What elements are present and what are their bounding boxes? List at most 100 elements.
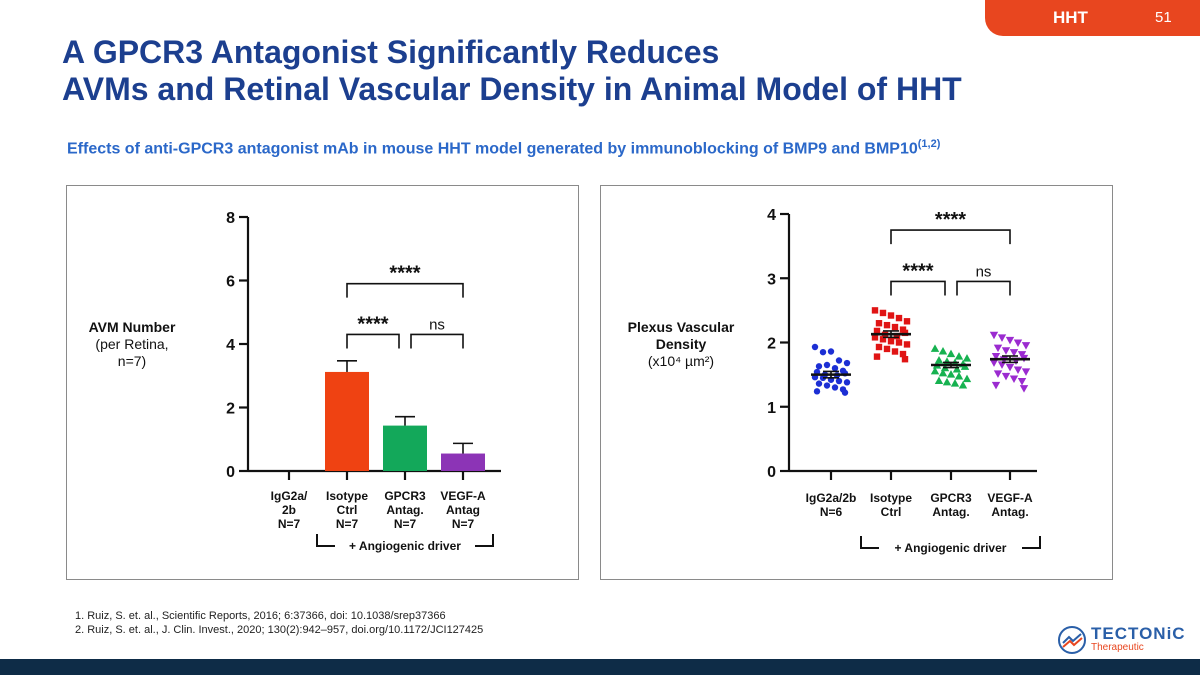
- y-axis-label: Density: [656, 336, 707, 352]
- x-tick-label: Isotype: [870, 491, 912, 505]
- data-point: [952, 364, 962, 373]
- data-point: [997, 361, 1007, 369]
- data-point: [899, 326, 907, 333]
- data-point: [815, 380, 823, 387]
- group-label: + Angiogenic driver: [895, 541, 1007, 555]
- significance-label: ****: [935, 209, 966, 231]
- data-point: [811, 343, 819, 351]
- data-point: [843, 379, 851, 386]
- data-point: [1021, 368, 1031, 376]
- y-tick-label: 4: [226, 337, 235, 354]
- data-point: [903, 318, 911, 325]
- data-point: [883, 345, 891, 353]
- data-point: [991, 352, 1001, 361]
- data-point: [835, 357, 843, 364]
- bar: [441, 453, 485, 471]
- subtitle-citation: (1,2): [917, 138, 941, 150]
- y-axis-label: Plexus Vascular: [628, 319, 735, 335]
- data-point: [875, 343, 883, 351]
- data-point: [954, 352, 964, 360]
- data-point: [1017, 351, 1027, 359]
- significance-bracket: [410, 333, 464, 349]
- data-point: [1013, 339, 1023, 347]
- data-point: [1009, 375, 1019, 383]
- page-title: A GPCR3 Antagonist Significantly Reduces…: [62, 34, 962, 108]
- data-point: [946, 370, 956, 378]
- y-tick-label: 2: [226, 401, 235, 418]
- group-label: + Angiogenic driver: [349, 539, 461, 553]
- significance-label: ****: [357, 313, 388, 335]
- data-point: [993, 344, 1003, 353]
- x-tick-label: Ctrl: [337, 503, 358, 517]
- bar: [383, 425, 427, 471]
- x-tick-label: Antag.: [386, 503, 423, 517]
- data-point: [938, 368, 948, 377]
- data-point: [823, 361, 831, 369]
- y-tick-label: 8: [226, 210, 235, 227]
- x-tick-label: IgG2a/: [271, 489, 308, 503]
- data-point: [934, 376, 944, 385]
- data-point: [938, 346, 948, 355]
- y-axis-label: n=7): [118, 353, 146, 369]
- avm-bar-chart-panel: 0 2 4 6 8 AVM Number (per Retina, n=7) IgG2a/2b N…: [66, 185, 579, 580]
- y-tick-label: 1: [767, 400, 776, 417]
- footer-bar: [0, 659, 1200, 675]
- data-point: [1017, 378, 1027, 386]
- data-point: [991, 381, 1001, 390]
- x-tick-label: IgG2a/2b: [806, 491, 857, 505]
- data-point: [901, 356, 909, 363]
- significance-label: ****: [902, 260, 933, 282]
- data-point: [903, 341, 911, 348]
- data-point: [934, 355, 944, 364]
- data-point: [879, 309, 887, 317]
- x-tick-label: N=7: [452, 517, 475, 531]
- data-point: [879, 336, 887, 343]
- y-tick-label: 2: [767, 336, 776, 353]
- data-point: [1009, 349, 1019, 357]
- data-point: [1013, 366, 1023, 374]
- data-point: [997, 334, 1007, 342]
- y-tick-label: 6: [226, 274, 235, 291]
- page-subtitle: Effects of anti-GPCR3 antagonist mAb in …: [67, 138, 940, 158]
- bar: [325, 371, 369, 471]
- data-point: [843, 359, 851, 367]
- data-point: [1001, 372, 1011, 381]
- page-title-line1: A GPCR3 Antagonist Significantly Reduces: [62, 34, 720, 70]
- data-point: [841, 389, 849, 396]
- data-point: [831, 384, 839, 391]
- data-point: [893, 332, 901, 340]
- significance-label: ns: [976, 263, 992, 280]
- page-title-line2: AVMs and Retinal Vascular Density in Ani…: [62, 71, 962, 107]
- data-point: [895, 314, 903, 322]
- y-axis-label: (per Retina,: [95, 336, 168, 352]
- data-point: [942, 357, 952, 365]
- significance-bracket: [346, 333, 400, 349]
- references: 1. Ruiz, S. et. al., Scientific Reports,…: [75, 609, 483, 637]
- data-point: [835, 377, 843, 385]
- data-point: [1001, 347, 1011, 355]
- significance-bracket: [956, 280, 1011, 296]
- x-tick-label: GPCR3: [384, 489, 426, 503]
- data-point: [883, 321, 891, 329]
- data-point: [823, 382, 831, 389]
- y-axis-label: AVM Number: [89, 319, 176, 335]
- data-point: [989, 359, 999, 367]
- y-tick-label: 0: [767, 464, 776, 481]
- data-point: [891, 323, 899, 331]
- data-point: [962, 374, 972, 383]
- logo-name: TECTONiC: [1091, 624, 1186, 643]
- data-point: [819, 348, 827, 356]
- data-point: [887, 338, 895, 345]
- data-point: [950, 379, 960, 387]
- data-point: [1005, 336, 1015, 345]
- data-point: [887, 312, 895, 319]
- reference-1: 1. Ruiz, S. et. al., Scientific Reports,…: [75, 610, 446, 622]
- data-point: [813, 388, 821, 395]
- data-point: [831, 365, 839, 372]
- x-tick-label: N=7: [394, 517, 417, 531]
- logo-tagline: Therapeutic: [1091, 642, 1144, 653]
- data-point: [873, 353, 881, 360]
- group-bracket-right: [475, 534, 494, 547]
